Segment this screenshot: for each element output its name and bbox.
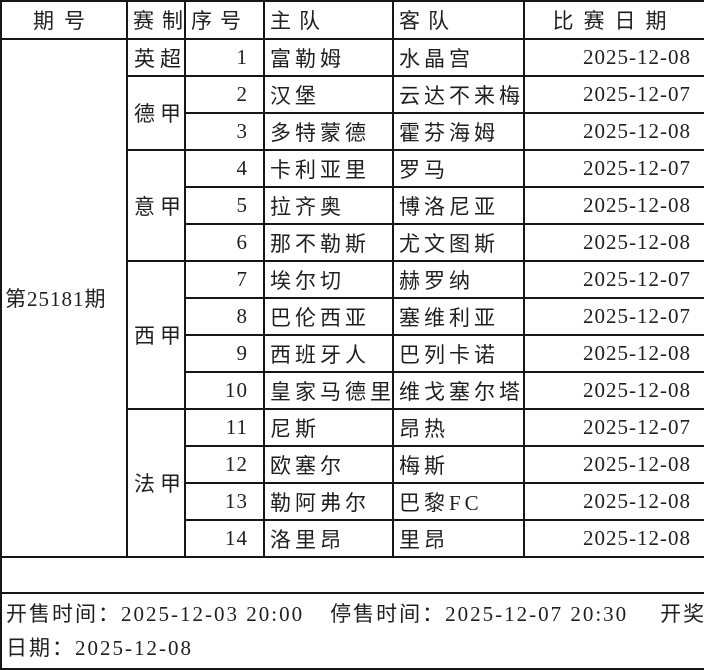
- column-header-home: 主队: [263, 0, 394, 40]
- off-sale-time: 停售时间：2025-12-07 20:30: [330, 602, 629, 626]
- table-row: 第25181期 英超 1 富勒姆 水晶宫 2025-12-08: [0, 38, 704, 558]
- table-row: 法甲 11 尼斯 昂热 2025-12-07: [1, 408, 704, 558]
- match-date-cell: 2025-12-07: [523, 260, 704, 299]
- spacer-cell: [0, 556, 704, 594]
- home-team-cell: 卡利亚里: [263, 149, 394, 188]
- match-date-cell: 2025-12-08: [523, 519, 704, 558]
- home-team-cell: 多特蒙德: [263, 112, 394, 151]
- table-row: 8 巴伦西亚 塞维利亚 2025-12-07: [1, 297, 704, 336]
- away-team-cell: 尤文图斯: [392, 223, 525, 262]
- league-cell-serie-a: 意甲: [126, 149, 186, 262]
- match-no-cell: 11: [184, 408, 265, 447]
- away-team-cell: 巴黎FC: [392, 482, 525, 521]
- sale-times-line: 开售时间：2025-12-03 20:00 停售时间：2025-12-07 20:…: [6, 597, 703, 631]
- home-team-cell: 洛里昂: [263, 519, 394, 558]
- table-row: 5 拉齐奥 博洛尼亚 2025-12-08: [1, 186, 704, 225]
- sale-info-cell: 开售时间：2025-12-03 20:00 停售时间：2025-12-07 20:…: [0, 592, 704, 670]
- column-header-no: 序号: [184, 0, 265, 40]
- on-sale-time: 开售时间：2025-12-03 20:00: [6, 602, 305, 626]
- table-row: 9 西班牙人 巴列卡诺 2025-12-08: [1, 334, 704, 373]
- sale-info-row: 开售时间：2025-12-03 20:00 停售时间：2025-12-07 20:…: [0, 592, 704, 670]
- draw-date-line: 日期：2025-12-08: [6, 636, 193, 660]
- match-date-cell: 2025-12-08: [523, 334, 704, 373]
- match-date-cell: 2025-12-07: [523, 149, 704, 188]
- away-team-cell: 霍芬海姆: [392, 112, 525, 151]
- home-team-cell: 皇家马德里: [263, 371, 394, 410]
- match-no-cell: 3: [184, 112, 265, 151]
- home-team-cell: 拉齐奥: [263, 186, 394, 225]
- period-number-cell: 第25181期: [0, 38, 128, 558]
- home-team-cell: 汉堡: [263, 75, 394, 114]
- table-row: 12 欧塞尔 梅斯 2025-12-08: [1, 445, 704, 484]
- match-date-cell: 2025-12-08: [523, 482, 704, 521]
- match-no-cell: 13: [184, 482, 265, 521]
- match-no-cell: 5: [184, 186, 265, 225]
- table-row: 6 那不勒斯 尤文图斯 2025-12-08: [1, 223, 704, 262]
- spacer-row: [0, 556, 704, 594]
- match-date-cell: 2025-12-07: [523, 297, 704, 336]
- away-team-cell: 罗马: [392, 149, 525, 188]
- table-row: 西甲 7 埃尔切 赫罗纳 2025-12-07: [1, 260, 704, 410]
- league-cell-bundesliga: 德甲: [126, 75, 186, 151]
- match-no-cell: 2: [184, 75, 265, 114]
- home-team-cell: 富勒姆: [263, 38, 394, 77]
- draw-label-start: 开奖: [660, 602, 704, 626]
- league-cell-premier-league: 英超: [126, 38, 186, 77]
- home-team-cell: 巴伦西亚: [263, 297, 394, 336]
- away-team-cell: 里昂: [392, 519, 525, 558]
- match-no-cell: 1: [184, 38, 265, 77]
- match-no-cell: 8: [184, 297, 265, 336]
- table-row: 13 勒阿弗尔 巴黎FC 2025-12-08: [1, 482, 704, 521]
- home-team-cell: 西班牙人: [263, 334, 394, 373]
- away-team-cell: 昂热: [392, 408, 525, 447]
- home-team-cell: 那不勒斯: [263, 223, 394, 262]
- away-team-cell: 梅斯: [392, 445, 525, 484]
- match-no-cell: 12: [184, 445, 265, 484]
- league-cell-la-liga: 西甲: [126, 260, 186, 410]
- match-date-cell: 2025-12-08: [523, 223, 704, 262]
- match-no-cell: 14: [184, 519, 265, 558]
- away-team-cell: 云达不来梅: [392, 75, 525, 114]
- match-date-cell: 2025-12-08: [523, 38, 704, 77]
- table-header-row: 期号 赛制 序号 主队 客队 比赛日期: [0, 0, 704, 40]
- away-team-cell: 水晶宫: [392, 38, 525, 77]
- table-row: 14 洛里昂 里昂 2025-12-08: [1, 519, 704, 558]
- column-header-league: 赛制: [126, 0, 186, 40]
- home-team-cell: 尼斯: [263, 408, 394, 447]
- home-team-cell: 欧塞尔: [263, 445, 394, 484]
- match-no-cell: 9: [184, 334, 265, 373]
- match-no-cell: 6: [184, 223, 265, 262]
- column-header-away: 客队: [392, 0, 525, 40]
- match-date-cell: 2025-12-08: [523, 186, 704, 225]
- column-header-date: 比赛日期: [523, 0, 704, 40]
- table-row: 10 皇家马德里 维戈塞尔塔 2025-12-08: [1, 371, 704, 410]
- match-date-cell: 2025-12-08: [523, 112, 704, 151]
- away-team-cell: 维戈塞尔塔: [392, 371, 525, 410]
- table-row: 德甲 2 汉堡 云达不来梅 2025-12-07: [1, 75, 704, 151]
- match-date-cell: 2025-12-07: [523, 75, 704, 114]
- home-team-cell: 埃尔切: [263, 260, 394, 299]
- away-team-cell: 巴列卡诺: [392, 334, 525, 373]
- away-team-cell: 赫罗纳: [392, 260, 525, 299]
- match-no-cell: 7: [184, 260, 265, 299]
- match-no-cell: 10: [184, 371, 265, 410]
- away-team-cell: 塞维利亚: [392, 297, 525, 336]
- table-row: 意甲 4 卡利亚里 罗马 2025-12-07: [1, 149, 704, 262]
- match-no-cell: 4: [184, 149, 265, 188]
- away-team-cell: 博洛尼亚: [392, 186, 525, 225]
- column-header-period: 期号: [0, 0, 128, 40]
- home-team-cell: 勒阿弗尔: [263, 482, 394, 521]
- match-date-cell: 2025-12-07: [523, 408, 704, 447]
- match-date-cell: 2025-12-08: [523, 371, 704, 410]
- league-cell-ligue-1: 法甲: [126, 408, 186, 558]
- table-row: 3 多特蒙德 霍芬海姆 2025-12-08: [1, 112, 704, 151]
- match-date-cell: 2025-12-08: [523, 445, 704, 484]
